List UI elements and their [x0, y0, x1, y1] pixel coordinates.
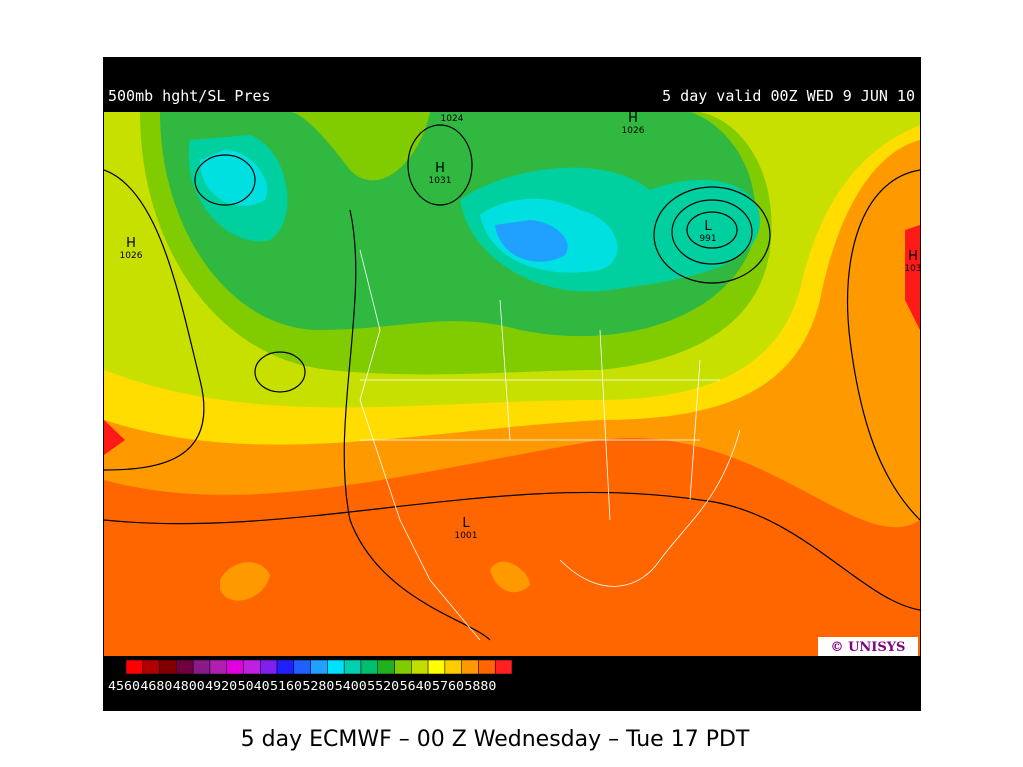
pressure-value: 1026 — [120, 251, 143, 261]
colorbar-label: 5280 — [302, 679, 334, 693]
colorbar-label: 5400 — [335, 679, 367, 693]
pressure-symbol: H — [628, 111, 638, 126]
pressure-value: 991 — [699, 234, 716, 244]
colorbar: 4560 4680 4800 4920 5040 5160 5280 5400 5520 5640… — [108, 659, 513, 693]
colorbar-label: 5520 — [367, 679, 399, 693]
colorbar-swatch — [192, 659, 211, 675]
colorbar-swatch — [142, 659, 160, 675]
header-left: 500mb hght/SL Pres — [108, 87, 271, 105]
logo: © UNISYS — [831, 640, 906, 655]
colorbar-label: 5760 — [432, 679, 464, 693]
pressure-symbol: H — [908, 249, 918, 264]
colorbar-swatch — [243, 659, 261, 675]
pressure-symbol: H — [435, 161, 445, 176]
colorbar-label: 5640 — [400, 679, 432, 693]
colorbar-swatch — [260, 659, 278, 675]
colorbar-swatch — [159, 659, 177, 675]
colorbar-swatch — [394, 659, 412, 675]
colorbar-label: 4920 — [205, 679, 237, 693]
pressure-symbol: L — [704, 219, 712, 234]
colorbar-swatch — [360, 659, 378, 675]
colorbar-swatch — [226, 659, 244, 675]
pressure-value: 1031 — [429, 176, 452, 186]
colorbar-label: 5880 — [464, 679, 496, 693]
colorbar-swatch — [377, 659, 395, 675]
colorbar-swatch — [444, 659, 462, 675]
colorbar-swatch — [310, 659, 328, 675]
pressure-symbol: L — [462, 516, 470, 531]
colorbar-swatch — [411, 659, 429, 675]
colorbar-swatch — [293, 659, 311, 675]
colorbar-label: 4680 — [140, 679, 172, 693]
colorbar-swatch — [209, 659, 227, 675]
colorbar-swatch — [125, 659, 144, 675]
colorbar-swatch — [427, 659, 446, 675]
colorbar-label: 5040 — [238, 679, 270, 693]
pressure-value: 1026 — [622, 126, 645, 136]
colorbar-label: 4560 — [108, 679, 140, 693]
colorbar-label: 5160 — [270, 679, 302, 693]
map — [104, 112, 920, 656]
colorbar-swatch — [327, 659, 345, 675]
colorbar-label: 4800 — [173, 679, 205, 693]
colorbar-swatch — [478, 659, 496, 675]
logo-box — [818, 637, 918, 656]
colorbar-swatch — [494, 659, 513, 675]
colorbar-swatch — [461, 659, 479, 675]
pressure-value: 1024 — [441, 114, 464, 124]
header-right: 5 day valid 00Z WED 9 JUN 10 — [662, 87, 915, 105]
pressure-symbol: H — [447, 99, 457, 114]
pressure-value: 1001 — [455, 531, 478, 541]
colorbar-swatch — [176, 659, 194, 675]
colorbar-swatch — [276, 659, 295, 675]
caption: 5 day ECMWF – 00 Z Wednesday – Tue 17 PD… — [241, 727, 750, 752]
pressure-value: 103 — [904, 264, 921, 274]
colorbar-swatch — [343, 659, 362, 675]
pressure-symbol: H — [126, 236, 136, 251]
